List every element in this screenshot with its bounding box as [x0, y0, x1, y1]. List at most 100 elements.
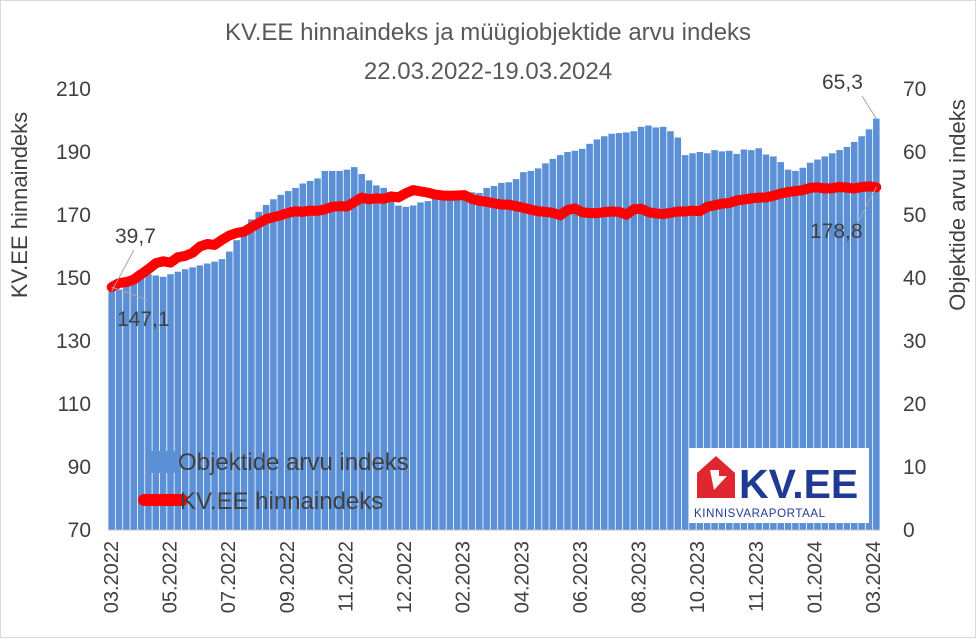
- bar: [203, 263, 211, 530]
- bar: [108, 291, 115, 530]
- y-tick-right: 10: [903, 456, 926, 479]
- bar: [777, 162, 785, 530]
- bar: [659, 126, 667, 531]
- bar: [395, 205, 402, 531]
- bar: [218, 259, 226, 530]
- legend: Objektide arvu indeks KV.EE hinnaindeks: [138, 449, 409, 515]
- x-tick: 04.2023: [511, 541, 533, 613]
- bar: [130, 281, 138, 530]
- bar: [696, 152, 704, 530]
- bar: [115, 289, 123, 530]
- y-tick-right: 20: [903, 393, 926, 416]
- price-index-line: [106, 181, 882, 293]
- bar: [424, 201, 432, 530]
- y-tick-right: 40: [903, 267, 926, 290]
- y-axis-right-title: Objektide arvu indeks: [945, 99, 970, 311]
- bar: [174, 271, 182, 530]
- bar: [226, 251, 233, 531]
- x-tick: 11.2023: [746, 541, 768, 612]
- legend-label-line: KV.EE hinnaindeks: [180, 488, 383, 515]
- leader-line-bar-last: [861, 95, 877, 119]
- y-tick-left: 170: [56, 204, 91, 227]
- bar: [351, 167, 358, 530]
- bar: [343, 169, 351, 530]
- x-tick: 07.2022: [218, 541, 240, 613]
- bar: [755, 148, 762, 530]
- bar: [556, 155, 564, 530]
- bar: [615, 133, 623, 530]
- bar: [145, 274, 152, 530]
- bar: [770, 156, 777, 530]
- bar: [542, 163, 549, 530]
- bar: [211, 261, 218, 530]
- bar: [284, 191, 292, 530]
- y-tick-right: 30: [903, 330, 926, 353]
- bar: [152, 275, 160, 530]
- leader-line-price-first: [111, 286, 149, 301]
- bar: [461, 191, 468, 530]
- bar: [527, 170, 535, 530]
- bar: [328, 170, 336, 530]
- bar: [159, 276, 167, 530]
- bar: [850, 141, 858, 531]
- bar: [321, 170, 329, 530]
- bar: [314, 178, 321, 530]
- bar: [380, 187, 387, 530]
- x-tick: 02.2023: [453, 541, 475, 613]
- chart-subtitle: 22.03.2022-19.03.2024: [364, 58, 612, 85]
- bar: [189, 267, 196, 530]
- bar: [703, 153, 711, 530]
- bar: [586, 143, 593, 530]
- x-tick: 10.2023: [687, 541, 709, 613]
- y-tick-left: 190: [56, 141, 91, 164]
- bar: [623, 132, 630, 530]
- bar: [637, 126, 645, 531]
- bar: [799, 167, 807, 530]
- x-tick: 09.2022: [277, 541, 299, 613]
- line-layer: [106, 181, 882, 293]
- data-label-price-last: 178,8: [810, 220, 863, 243]
- bars-layer: [108, 118, 880, 531]
- bar: [836, 150, 843, 531]
- bar: [248, 219, 255, 530]
- bar: [270, 199, 277, 530]
- x-tick: 12.2022: [394, 541, 416, 613]
- bar: [387, 192, 395, 530]
- bar: [792, 170, 799, 530]
- bar: [674, 137, 682, 530]
- bar: [417, 202, 424, 530]
- bar: [667, 131, 674, 530]
- bar: [549, 158, 557, 530]
- y-tick-right: 60: [903, 141, 926, 164]
- bar: [123, 285, 130, 530]
- bar: [365, 180, 373, 530]
- y-tick-left: 210: [56, 78, 91, 101]
- bar: [564, 152, 571, 530]
- leader-line-bar-first: [111, 249, 135, 292]
- y-tick-left: 130: [56, 330, 91, 353]
- bar: [748, 150, 755, 531]
- house-icon: [697, 456, 735, 498]
- bar: [439, 196, 446, 530]
- y-tick-left: 90: [68, 456, 91, 479]
- legend-swatch-bars: [148, 451, 176, 473]
- bar: [292, 187, 299, 530]
- logo-brand: KV.EE: [739, 461, 858, 507]
- bar: [578, 148, 586, 530]
- bar: [137, 276, 145, 530]
- y-tick-right: 70: [903, 78, 926, 101]
- bar: [431, 197, 439, 531]
- x-tick: 08.2023: [629, 541, 651, 613]
- bar: [512, 179, 520, 530]
- bar: [873, 118, 880, 531]
- bar: [630, 131, 637, 530]
- callouts-layer: 39,7 147,1 65,3 178,8: [111, 71, 877, 331]
- x-tick: 11.2022: [336, 541, 358, 612]
- data-label-bar-last: 65,3: [822, 71, 863, 94]
- y-tick-left: 150: [56, 267, 91, 290]
- y-axis-left-ticks: 70 90 110 130 150 170 190 210: [56, 78, 91, 542]
- bar: [409, 205, 417, 531]
- y-tick-left: 70: [68, 519, 91, 542]
- bar: [806, 162, 814, 530]
